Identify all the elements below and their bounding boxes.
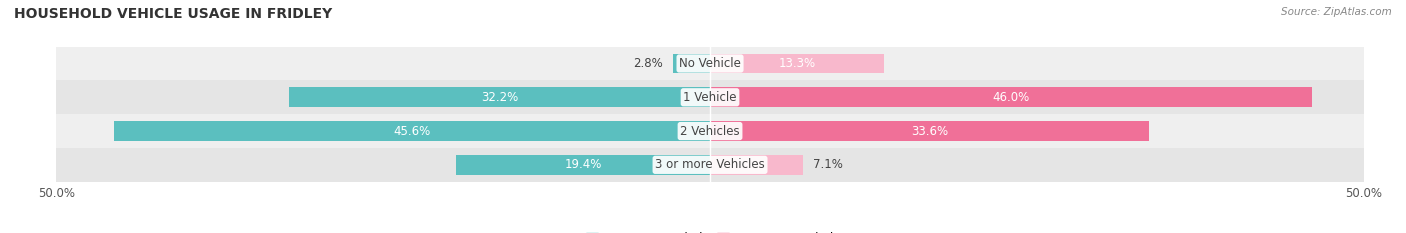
Text: HOUSEHOLD VEHICLE USAGE IN FRIDLEY: HOUSEHOLD VEHICLE USAGE IN FRIDLEY bbox=[14, 7, 332, 21]
Text: 13.3%: 13.3% bbox=[779, 57, 815, 70]
Legend: Owner-occupied, Renter-occupied: Owner-occupied, Renter-occupied bbox=[581, 228, 839, 233]
Text: No Vehicle: No Vehicle bbox=[679, 57, 741, 70]
Text: 32.2%: 32.2% bbox=[481, 91, 519, 104]
Bar bbox=[710, 54, 884, 73]
Text: 45.6%: 45.6% bbox=[394, 125, 430, 137]
Bar bbox=[710, 121, 1149, 141]
Text: 2.8%: 2.8% bbox=[633, 57, 664, 70]
Text: 7.1%: 7.1% bbox=[813, 158, 844, 171]
Bar bbox=[56, 80, 1364, 114]
Bar bbox=[710, 87, 1312, 107]
Text: Source: ZipAtlas.com: Source: ZipAtlas.com bbox=[1281, 7, 1392, 17]
Text: 46.0%: 46.0% bbox=[993, 91, 1029, 104]
Text: 19.4%: 19.4% bbox=[564, 158, 602, 171]
Text: 33.6%: 33.6% bbox=[911, 125, 948, 137]
Bar bbox=[114, 121, 710, 141]
Text: 3 or more Vehicles: 3 or more Vehicles bbox=[655, 158, 765, 171]
Bar bbox=[457, 155, 710, 175]
Bar bbox=[673, 54, 710, 73]
Text: 2 Vehicles: 2 Vehicles bbox=[681, 125, 740, 137]
Bar bbox=[56, 148, 1364, 182]
Bar bbox=[56, 47, 1364, 80]
Bar bbox=[290, 87, 710, 107]
Text: 1 Vehicle: 1 Vehicle bbox=[683, 91, 737, 104]
Bar bbox=[56, 114, 1364, 148]
Bar bbox=[710, 155, 803, 175]
